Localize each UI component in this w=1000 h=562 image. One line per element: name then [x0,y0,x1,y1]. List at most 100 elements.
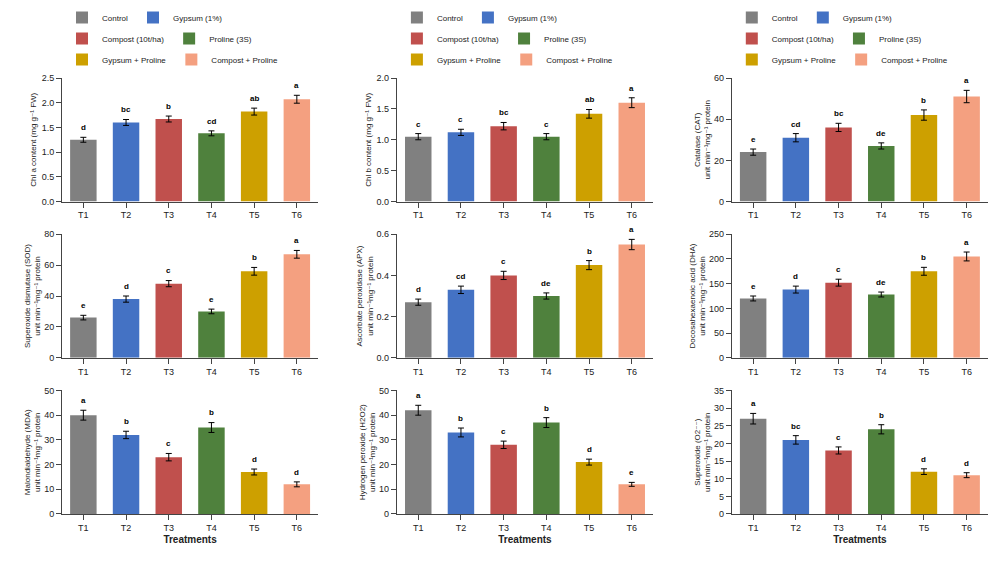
svg-text:Gypsum (1%): Gypsum (1%) [173,14,222,23]
svg-text:0: 0 [719,197,724,207]
svg-text:a: a [751,399,756,408]
svg-text:T6: T6 [961,523,972,533]
svg-text:c: c [836,433,841,442]
svg-text:e: e [81,301,86,310]
svg-text:Compost + Proline: Compost + Proline [211,56,278,65]
svg-text:T3: T3 [163,367,174,377]
svg-text:T1: T1 [78,210,89,220]
svg-text:0.2: 0.2 [377,312,390,322]
svg-text:d: d [416,285,421,294]
svg-text:0: 0 [49,509,54,519]
svg-text:100: 100 [709,304,724,314]
svg-text:T3: T3 [498,523,509,533]
svg-text:b: b [124,417,129,426]
svg-text:30: 30 [714,403,724,413]
svg-text:e: e [209,295,214,304]
svg-text:e: e [751,135,756,144]
svg-text:T4: T4 [876,210,887,220]
svg-text:T3: T3 [498,367,509,377]
svg-text:T1: T1 [413,367,424,377]
svg-text:Proline (3S): Proline (3S) [209,35,252,44]
svg-text:a: a [629,225,634,234]
svg-text:d: d [252,455,257,464]
svg-text:Gypsum (1%): Gypsum (1%) [843,14,892,23]
svg-text:0.0: 0.0 [377,197,390,207]
svg-text:Malondialdehyde (MDA)unit min⁻: Malondialdehyde (MDA)unit min⁻¹mg⁻¹ prot… [23,409,42,495]
svg-text:30: 30 [379,435,389,445]
svg-text:b: b [879,411,884,420]
svg-text:T4: T4 [541,210,552,220]
svg-text:Chl b content (mg g⁻¹ FW): Chl b content (mg g⁻¹ FW) [364,92,373,186]
svg-text:0.0: 0.0 [377,353,390,363]
svg-text:Gypsum + Proline: Gypsum + Proline [102,56,166,65]
svg-text:25: 25 [714,421,724,431]
svg-text:d: d [124,282,129,291]
svg-text:Treatments: Treatments [163,534,217,545]
svg-text:50: 50 [44,386,54,396]
svg-text:T5: T5 [249,523,260,533]
svg-text:0: 0 [384,509,389,519]
svg-text:a: a [294,81,299,90]
svg-text:Docosahexaenoic acid (DHA)unit: Docosahexaenoic acid (DHA)unit min⁻¹mg⁻¹… [688,243,707,348]
svg-text:50: 50 [379,386,389,396]
svg-text:Control: Control [102,14,128,23]
svg-text:5: 5 [719,492,724,502]
svg-text:50: 50 [714,328,724,338]
svg-text:T1: T1 [748,523,759,533]
svg-text:Hydrogen peroxide (H2O2)unit m: Hydrogen peroxide (H2O2)unit min⁻¹mg⁻¹ p… [358,404,377,500]
svg-text:Compost (10t/ha): Compost (10t/ha) [437,35,499,44]
svg-text:60: 60 [714,73,724,83]
svg-text:b: b [587,247,592,256]
svg-text:T6: T6 [292,367,303,377]
svg-text:d: d [921,455,926,464]
svg-text:b: b [458,414,463,423]
svg-text:0: 0 [719,509,724,519]
svg-text:Superoxide dismutase (SOD)unit: Superoxide dismutase (SOD)unit min⁻¹mg⁻¹… [23,244,42,348]
svg-text:e: e [629,468,634,477]
svg-text:0.4: 0.4 [377,271,390,281]
svg-text:d: d [294,468,299,477]
svg-text:c: c [166,439,171,448]
svg-text:1.5: 1.5 [42,123,55,133]
svg-text:Compost + Proline: Compost + Proline [881,56,948,65]
svg-text:T4: T4 [541,367,552,377]
svg-text:b: b [921,96,926,105]
svg-text:1.5: 1.5 [377,104,390,114]
svg-text:T1: T1 [78,367,89,377]
svg-text:T5: T5 [249,210,260,220]
svg-text:T4: T4 [206,367,217,377]
svg-text:a: a [964,76,969,85]
svg-text:T6: T6 [292,210,303,220]
svg-text:20: 20 [44,322,54,332]
svg-text:T3: T3 [498,210,509,220]
svg-text:T4: T4 [876,523,887,533]
svg-text:2.0: 2.0 [42,98,55,108]
svg-text:T6: T6 [626,523,637,533]
svg-text:0.5: 0.5 [42,172,55,182]
svg-text:ab: ab [250,94,259,103]
svg-text:T1: T1 [78,523,89,533]
svg-text:20: 20 [714,439,724,449]
svg-text:0.6: 0.6 [377,229,390,239]
svg-text:b: b [166,102,171,111]
svg-text:T6: T6 [626,210,637,220]
svg-text:35: 35 [714,386,724,396]
svg-text:T6: T6 [961,367,972,377]
svg-text:a: a [629,84,634,93]
svg-text:T2: T2 [456,367,467,377]
svg-text:10: 10 [379,484,389,494]
svg-text:T2: T2 [456,523,467,533]
svg-text:40: 40 [714,114,724,124]
svg-text:de: de [876,278,886,287]
svg-text:T5: T5 [919,367,930,377]
svg-text:bc: bc [791,422,801,431]
svg-text:T4: T4 [206,523,217,533]
svg-text:Gypsum + Proline: Gypsum + Proline [772,56,836,65]
svg-text:1.0: 1.0 [377,135,390,145]
svg-text:T4: T4 [206,210,217,220]
svg-text:Compost + Proline: Compost + Proline [546,56,613,65]
svg-text:0.0: 0.0 [42,197,55,207]
svg-text:20: 20 [379,460,389,470]
svg-text:T4: T4 [876,367,887,377]
svg-text:Compost (10t/ha): Compost (10t/ha) [772,35,834,44]
